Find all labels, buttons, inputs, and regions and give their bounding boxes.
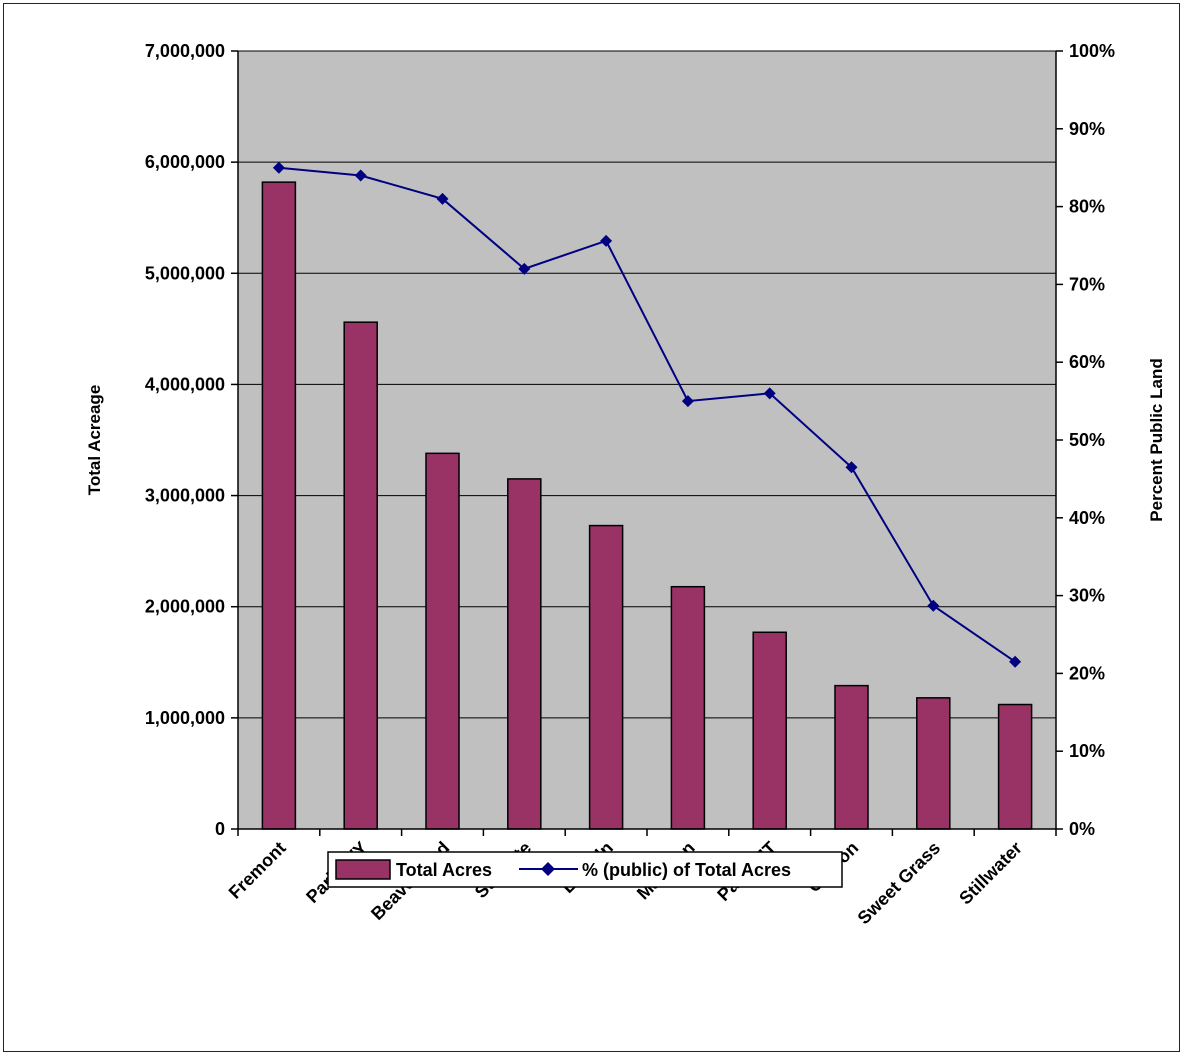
point-lincoln <box>600 234 613 247</box>
legend-swatch-total-acres <box>335 859 391 880</box>
right-tick-label: 100% <box>1069 41 1115 61</box>
point-park-wy <box>354 169 367 182</box>
left-tick-label: 5,000,000 <box>145 263 225 283</box>
legend: Total Acres % (public) of Total Acres <box>327 851 843 888</box>
point-carbon <box>845 461 858 474</box>
left-tick-label: 3,000,000 <box>145 486 225 506</box>
left-axis-ticks: 0 1,000,000 2,000,000 3,000,000 4,000,000 5,0… <box>145 41 238 839</box>
right-tick-label: 60% <box>1069 352 1105 372</box>
right-tick-label: 0% <box>1069 819 1095 839</box>
right-tick-label: 20% <box>1069 663 1105 683</box>
left-tick-label: 1,000,000 <box>145 708 225 728</box>
legend-box <box>327 851 843 888</box>
left-tick-label: 4,000,000 <box>145 374 225 394</box>
right-tick-label: 90% <box>1069 119 1105 139</box>
right-tick-label: 80% <box>1069 197 1105 217</box>
y-axis-title: Total Acreage <box>85 385 104 496</box>
point-stillwater <box>1009 655 1022 668</box>
bar-carbon <box>834 684 869 830</box>
bar-fremont <box>261 181 297 830</box>
point-beaverhead <box>436 192 449 205</box>
bar-lincoln <box>588 524 624 830</box>
bar-sweet-grass <box>916 697 951 830</box>
point-sweet-grass <box>927 599 940 612</box>
point-fremont <box>272 161 285 174</box>
x-tick-label: Stillwater <box>955 838 1026 909</box>
left-tick-label: 2,000,000 <box>145 597 225 617</box>
bar-stillwater <box>997 703 1033 830</box>
bar-park-mt <box>752 631 787 830</box>
right-tick-label: 40% <box>1069 508 1105 528</box>
right-tick-label: 30% <box>1069 586 1105 606</box>
left-tick-label: 6,000,000 <box>145 152 225 172</box>
line-series <box>272 161 1022 668</box>
x-tick-label: Sweet Grass <box>854 838 945 929</box>
legend-label-percent-public: % (public) of Total Acres <box>582 860 791 880</box>
legend-label-total-acres: Total Acres <box>396 860 492 880</box>
bar-beaverhead <box>425 452 460 830</box>
point-sublette <box>518 262 531 275</box>
right-tick-label: 10% <box>1069 741 1105 761</box>
legend-marker-diamond <box>541 862 555 876</box>
left-tick-label: 0 <box>215 819 225 839</box>
percent-public-line <box>278 166 1016 663</box>
bar-sublette <box>507 478 542 830</box>
right-axis-ticks: 0% 10% 20% 30% 40% 50% 60% 70% 80% 90% 100% <box>1056 41 1115 839</box>
bar-park-wy <box>343 321 378 830</box>
x-tick-label: Fremont <box>225 838 290 903</box>
y2-axis-title: Percent Public Land <box>1147 358 1166 521</box>
right-tick-label: 70% <box>1069 274 1105 294</box>
left-tick-label: 7,000,000 <box>145 41 225 61</box>
point-park-mt <box>763 387 776 400</box>
point-madison <box>681 395 694 408</box>
bar-madison <box>670 585 706 830</box>
right-tick-label: 50% <box>1069 430 1105 450</box>
